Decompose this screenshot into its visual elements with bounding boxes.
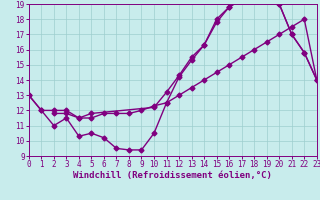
- X-axis label: Windchill (Refroidissement éolien,°C): Windchill (Refroidissement éolien,°C): [73, 171, 272, 180]
